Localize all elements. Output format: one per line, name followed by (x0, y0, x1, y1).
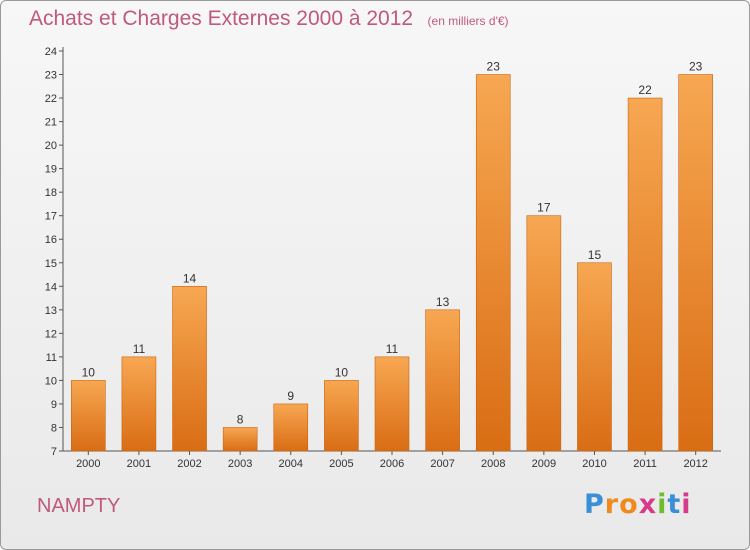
place-name: NAMPTY (37, 495, 121, 517)
x-tick-label: 2009 (532, 458, 556, 470)
proxiti-logo[interactable]: Proxiti (584, 489, 692, 520)
y-tick-label: 17 (45, 211, 57, 223)
y-tick-label: 18 (45, 187, 57, 199)
y-tick-label: 15 (45, 258, 57, 270)
y-tick-label: 24 (45, 46, 57, 58)
bar (121, 356, 157, 452)
x-tick-label: 2005 (329, 458, 353, 470)
bar-value-label: 23 (487, 60, 501, 74)
chart-title: Achats et Charges Externes 2000 à 2012 (29, 7, 414, 30)
logo-letter: o (619, 489, 639, 520)
bar-value-label: 13 (436, 295, 450, 309)
bar (324, 380, 359, 452)
x-tick-label: 2008 (481, 458, 505, 470)
logo-letter: t (667, 489, 682, 520)
y-tick-label: 19 (45, 164, 57, 176)
title-row: Achats et Charges Externes 2000 à 2012 (… (29, 7, 509, 31)
bar-value-label: 11 (386, 342, 399, 356)
y-tick-label: 10 (45, 375, 57, 387)
y-tick-label: 16 (45, 234, 57, 246)
y-tick-label: 21 (45, 117, 57, 129)
y-tick-label: 23 (45, 70, 57, 82)
x-tick-label: 2006 (380, 458, 404, 470)
bar-value-label: 17 (537, 201, 551, 215)
bar (526, 215, 562, 452)
y-tick-label: 13 (45, 305, 57, 317)
x-tick-label: 2004 (279, 458, 303, 470)
bar-value-label: 15 (588, 248, 602, 262)
bar (678, 74, 713, 452)
y-tick-label: 22 (45, 93, 57, 105)
bar-value-label: 14 (183, 271, 197, 285)
bar-value-label: 8 (237, 412, 244, 426)
y-tick-label: 8 (51, 422, 57, 434)
logo-letter: P (584, 489, 605, 520)
y-tick-label: 12 (45, 328, 57, 340)
x-tick-label: 2012 (683, 458, 707, 470)
bars: 10 11 14 8 9 10 11 13 23 17 15 22 23 (71, 60, 713, 452)
logo-letter: r (604, 489, 620, 520)
bar (222, 427, 258, 452)
y-tick-label: 9 (51, 399, 57, 411)
chart-subtitle: (en milliers d'€) (427, 14, 509, 28)
bar-value-label: 23 (689, 60, 703, 74)
bar (172, 285, 207, 452)
bar (425, 309, 460, 452)
y-tick-label: 20 (45, 140, 57, 152)
bar-value-label: 10 (335, 365, 349, 379)
x-tick-label: 2002 (177, 458, 201, 470)
y-tick-label: 14 (45, 281, 57, 293)
bar-value-label: 11 (133, 342, 146, 356)
bar (71, 380, 106, 452)
x-tick-label: 2010 (582, 458, 606, 470)
bar (374, 356, 410, 452)
bar (273, 403, 309, 452)
logo-letter: i (681, 489, 692, 520)
bar-value-label: 22 (638, 83, 652, 97)
logo-letter: x (638, 489, 658, 520)
y-tick-label: 7 (51, 446, 57, 458)
x-tick-label: 2003 (228, 458, 252, 470)
bar (627, 97, 663, 452)
x-tick-label: 2001 (127, 458, 151, 470)
y-tick-label: 11 (46, 352, 57, 364)
bar (577, 262, 612, 452)
bar-value-label: 9 (287, 389, 294, 403)
x-tick-label: 2007 (430, 458, 454, 470)
bar (475, 74, 511, 452)
bar-value-label: 10 (82, 365, 96, 379)
logo-letter: i (657, 489, 668, 520)
x-tick-label: 2011 (633, 458, 657, 470)
x-tick-label: 2000 (76, 458, 100, 470)
